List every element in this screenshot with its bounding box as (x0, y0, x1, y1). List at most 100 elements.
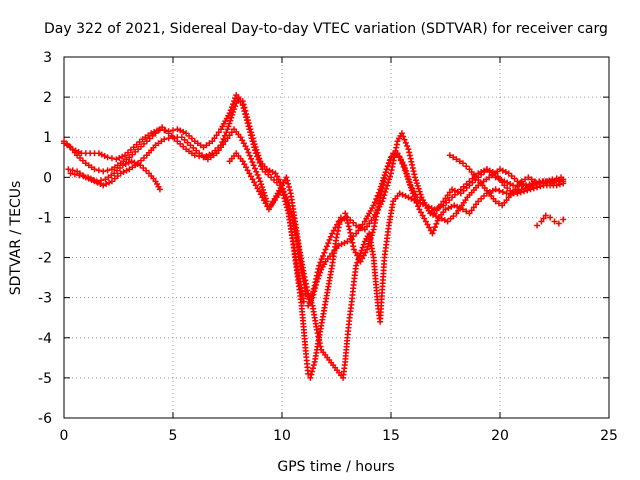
data-point (213, 150, 220, 157)
data-point (95, 150, 102, 157)
data-point (67, 170, 74, 177)
data-point (534, 222, 541, 229)
data-point-interp (106, 179, 113, 186)
data-point-interp (366, 220, 373, 227)
data-point-interp (341, 239, 348, 246)
data-point (547, 214, 554, 221)
data-point (224, 126, 231, 133)
data-point (451, 202, 458, 209)
data-point (307, 374, 314, 381)
data-point-interp (401, 167, 408, 174)
data-point-interp (401, 136, 408, 143)
data-point (272, 170, 279, 177)
data-point (560, 216, 567, 223)
data-point-interp (281, 195, 288, 202)
data-point (161, 136, 168, 143)
data-point-interp (406, 178, 413, 185)
y-tick-label: 0 (43, 170, 52, 186)
data-point-interp (463, 208, 470, 215)
data-point-interp (211, 135, 218, 142)
data-point-interp (71, 171, 78, 178)
data-point (446, 152, 453, 159)
data-point-interp (448, 203, 455, 210)
data-point-interp (256, 159, 263, 166)
data-point-interp (540, 215, 547, 222)
data-point (538, 218, 545, 225)
data-point-interp (229, 101, 236, 108)
data-point (492, 198, 499, 205)
data-point-interp (444, 192, 451, 199)
data-point-interp (244, 167, 251, 174)
data-point-interp (343, 213, 350, 220)
data-point-interp (319, 252, 326, 259)
data-point-interp (415, 203, 422, 210)
data-point-interp (215, 129, 222, 136)
data-point (383, 166, 390, 173)
x-tick-label: 10 (273, 428, 291, 444)
data-point (466, 210, 473, 217)
data-point-interp (244, 120, 251, 127)
axis-ticks: 0 5 10 15 20 25 -6 -5 -4 -3 -2 -1 0 1 2 3 (38, 50, 618, 444)
data-point-interp (274, 173, 281, 180)
data-point-interp (405, 176, 412, 183)
data-point-interp (399, 160, 406, 167)
data-point-interp (421, 215, 428, 222)
data-point-interp (441, 217, 448, 224)
data-point-interp (517, 189, 524, 196)
data-point-interp (116, 154, 123, 161)
data-points (61, 92, 567, 381)
data-point-interp (258, 181, 265, 188)
x-tick-label: 25 (600, 428, 618, 444)
data-point-interp (356, 253, 363, 260)
data-point (226, 110, 233, 117)
data-point-interp (502, 168, 509, 175)
data-point (459, 206, 466, 213)
data-point (93, 178, 100, 185)
data-point-interp (243, 117, 250, 124)
data-point-interp (417, 209, 424, 216)
data-point (239, 102, 246, 109)
data-point-interp (279, 189, 286, 196)
y-tick-label: 3 (43, 50, 52, 66)
data-point-interp (242, 143, 249, 150)
data-point (429, 230, 436, 237)
data-point-interp (310, 362, 317, 369)
data-point-interp (306, 293, 313, 300)
data-point-interp (481, 167, 488, 174)
x-tick-label: 20 (491, 428, 509, 444)
data-point-interp (286, 187, 293, 194)
data-point (459, 160, 466, 167)
data-point (65, 166, 72, 173)
data-point (525, 174, 532, 181)
data-point-interp (284, 207, 291, 214)
y-tick-label: 1 (43, 130, 52, 146)
data-point (409, 190, 416, 197)
data-point-interp (446, 189, 453, 196)
data-point-interp (177, 127, 184, 134)
data-point-interp (495, 200, 502, 207)
data-point (551, 218, 558, 225)
data-point-interp (260, 186, 267, 193)
data-point-interp (399, 191, 406, 198)
data-point-interp (220, 141, 227, 148)
y-tick-label: -6 (38, 411, 52, 427)
data-point-interp (180, 128, 187, 135)
data-point-interp (384, 163, 391, 170)
data-point (246, 126, 253, 133)
data-point-interp (317, 259, 324, 266)
data-point-interp (250, 141, 257, 148)
data-point-interp (386, 159, 393, 166)
data-point (403, 170, 410, 177)
data-point-interp (248, 135, 255, 142)
data-point-interp (415, 185, 422, 192)
data-point (342, 210, 349, 217)
data-point-interp (384, 182, 391, 189)
data-point (239, 158, 246, 165)
y-tick-label: -5 (38, 371, 52, 387)
data-point-interp (419, 212, 426, 219)
data-point-interp (382, 189, 389, 196)
data-point-interp (371, 199, 378, 206)
data-point-interp (404, 173, 411, 180)
data-point-interp (255, 156, 262, 163)
